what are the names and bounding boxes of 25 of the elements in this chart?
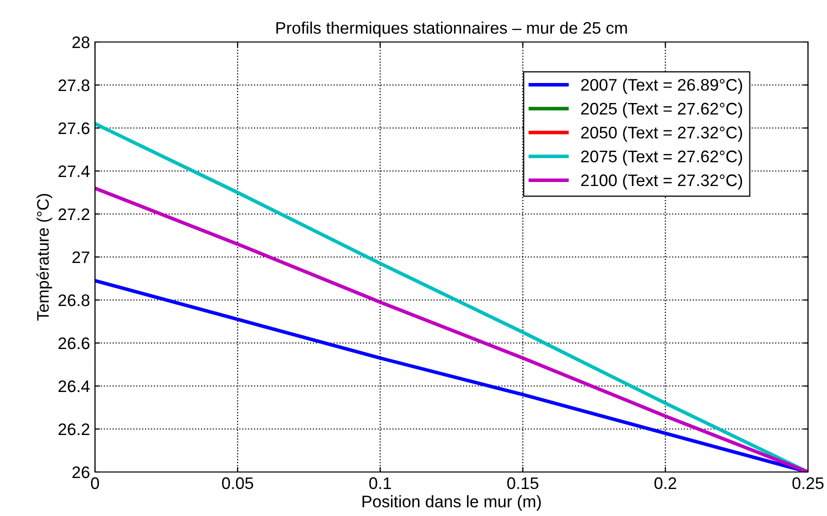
y-tick-label: 27.6 (58, 122, 90, 134)
y-tick-label: 26.4 (58, 380, 90, 392)
y-tick-label: 26.6 (58, 337, 90, 350)
y-tick-label: 27.4 (58, 165, 90, 178)
y-tick-label: 26 (72, 466, 90, 478)
legend-label: 2100 (Text = 27.32°C) (581, 174, 742, 190)
chart-title: Profils thermiques stationnaires – mur de 25 cm (276, 22, 627, 38)
x-tick-label: 0.2 (654, 477, 676, 490)
x-axis-title: Position dans le mur (m) (362, 495, 541, 511)
y-axis-title: Température (°C) (36, 194, 52, 321)
y-tick-label: 27.8 (58, 79, 90, 92)
y-tick-label: 26.8 (58, 294, 90, 306)
y-tick-label: 27 (72, 251, 90, 264)
legend-label: 2025 (Text = 27.62°C) (581, 102, 742, 118)
legend-label: 2007 (Text = 26.89°C) (581, 78, 742, 94)
y-tick-label: 27.2 (58, 208, 90, 220)
x-tick-label: 0.05 (222, 477, 254, 490)
legend-label: 2075 (Text = 27.62°C) (581, 150, 742, 166)
x-tick-label: 0.25 (792, 477, 824, 490)
legend-label: 2050 (Text = 27.32°C) (581, 126, 742, 142)
x-tick-label: 0 (91, 477, 99, 490)
x-tick-label: 0.15 (507, 477, 538, 490)
x-tick-label: 0.1 (369, 477, 391, 490)
y-tick-label: 26.2 (58, 423, 90, 436)
y-tick-label: 28 (72, 36, 90, 48)
